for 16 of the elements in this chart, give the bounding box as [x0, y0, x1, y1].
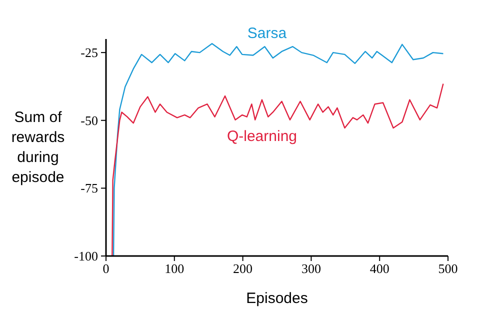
y-tick-label: -50: [80, 112, 98, 128]
series-label: Q-learning: [226, 128, 298, 145]
y-axis-title: Sum of rewards during episode: [11, 109, 65, 186]
x-tick-label: 500: [438, 261, 458, 276]
x-tick-label: 100: [164, 261, 184, 276]
x-tick-label: 300: [301, 261, 321, 276]
y-tick-label: -25: [80, 45, 98, 60]
y-tick-label: -75: [80, 180, 98, 196]
y-tick-label: -100: [74, 248, 98, 264]
series-label: Sarsa: [247, 25, 288, 42]
x-tick-label: 200: [233, 261, 253, 276]
line-series: [112, 43, 444, 256]
x-tick-label: 0: [102, 261, 110, 276]
x-tick-label: 400: [370, 261, 390, 276]
line-series: [112, 83, 444, 256]
x-axis-title: Episodes: [246, 290, 308, 307]
